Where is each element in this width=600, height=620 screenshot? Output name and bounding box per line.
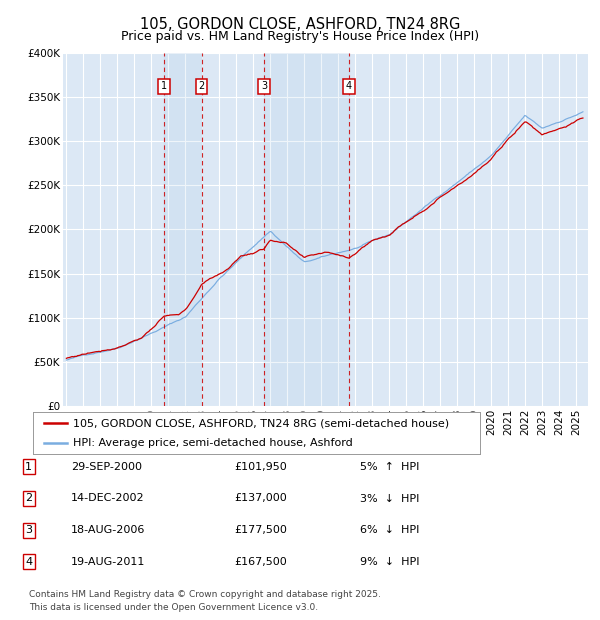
Text: 3%  ↓  HPI: 3% ↓ HPI (360, 494, 419, 503)
Text: 4: 4 (25, 557, 32, 567)
Text: 5%  ↑  HPI: 5% ↑ HPI (360, 462, 419, 472)
Text: Contains HM Land Registry data © Crown copyright and database right 2025.
This d: Contains HM Land Registry data © Crown c… (29, 590, 380, 612)
Text: 3: 3 (25, 525, 32, 535)
Bar (264, 53, 349, 406)
Text: 105, GORDON CLOSE, ASHFORD, TN24 8RG: 105, GORDON CLOSE, ASHFORD, TN24 8RG (140, 17, 460, 32)
Text: 19-AUG-2011: 19-AUG-2011 (71, 557, 145, 567)
Text: £177,500: £177,500 (234, 525, 287, 535)
Text: 6%  ↓  HPI: 6% ↓ HPI (360, 525, 419, 535)
Text: 14-DEC-2002: 14-DEC-2002 (71, 494, 145, 503)
Text: 1: 1 (161, 81, 167, 91)
Text: £101,950: £101,950 (234, 462, 287, 472)
Text: 4: 4 (346, 81, 352, 91)
Text: £167,500: £167,500 (234, 557, 287, 567)
Text: HPI: Average price, semi-detached house, Ashford: HPI: Average price, semi-detached house,… (73, 438, 353, 448)
Bar (164, 53, 202, 406)
Text: £137,000: £137,000 (234, 494, 287, 503)
Text: 1: 1 (25, 462, 32, 472)
Text: 9%  ↓  HPI: 9% ↓ HPI (360, 557, 419, 567)
Text: 29-SEP-2000: 29-SEP-2000 (71, 462, 142, 472)
Text: 2: 2 (199, 81, 205, 91)
Text: 2: 2 (25, 494, 32, 503)
Text: 3: 3 (261, 81, 267, 91)
Text: 18-AUG-2006: 18-AUG-2006 (71, 525, 145, 535)
Text: Price paid vs. HM Land Registry's House Price Index (HPI): Price paid vs. HM Land Registry's House … (121, 30, 479, 43)
Text: 105, GORDON CLOSE, ASHFORD, TN24 8RG (semi-detached house): 105, GORDON CLOSE, ASHFORD, TN24 8RG (se… (73, 418, 449, 428)
